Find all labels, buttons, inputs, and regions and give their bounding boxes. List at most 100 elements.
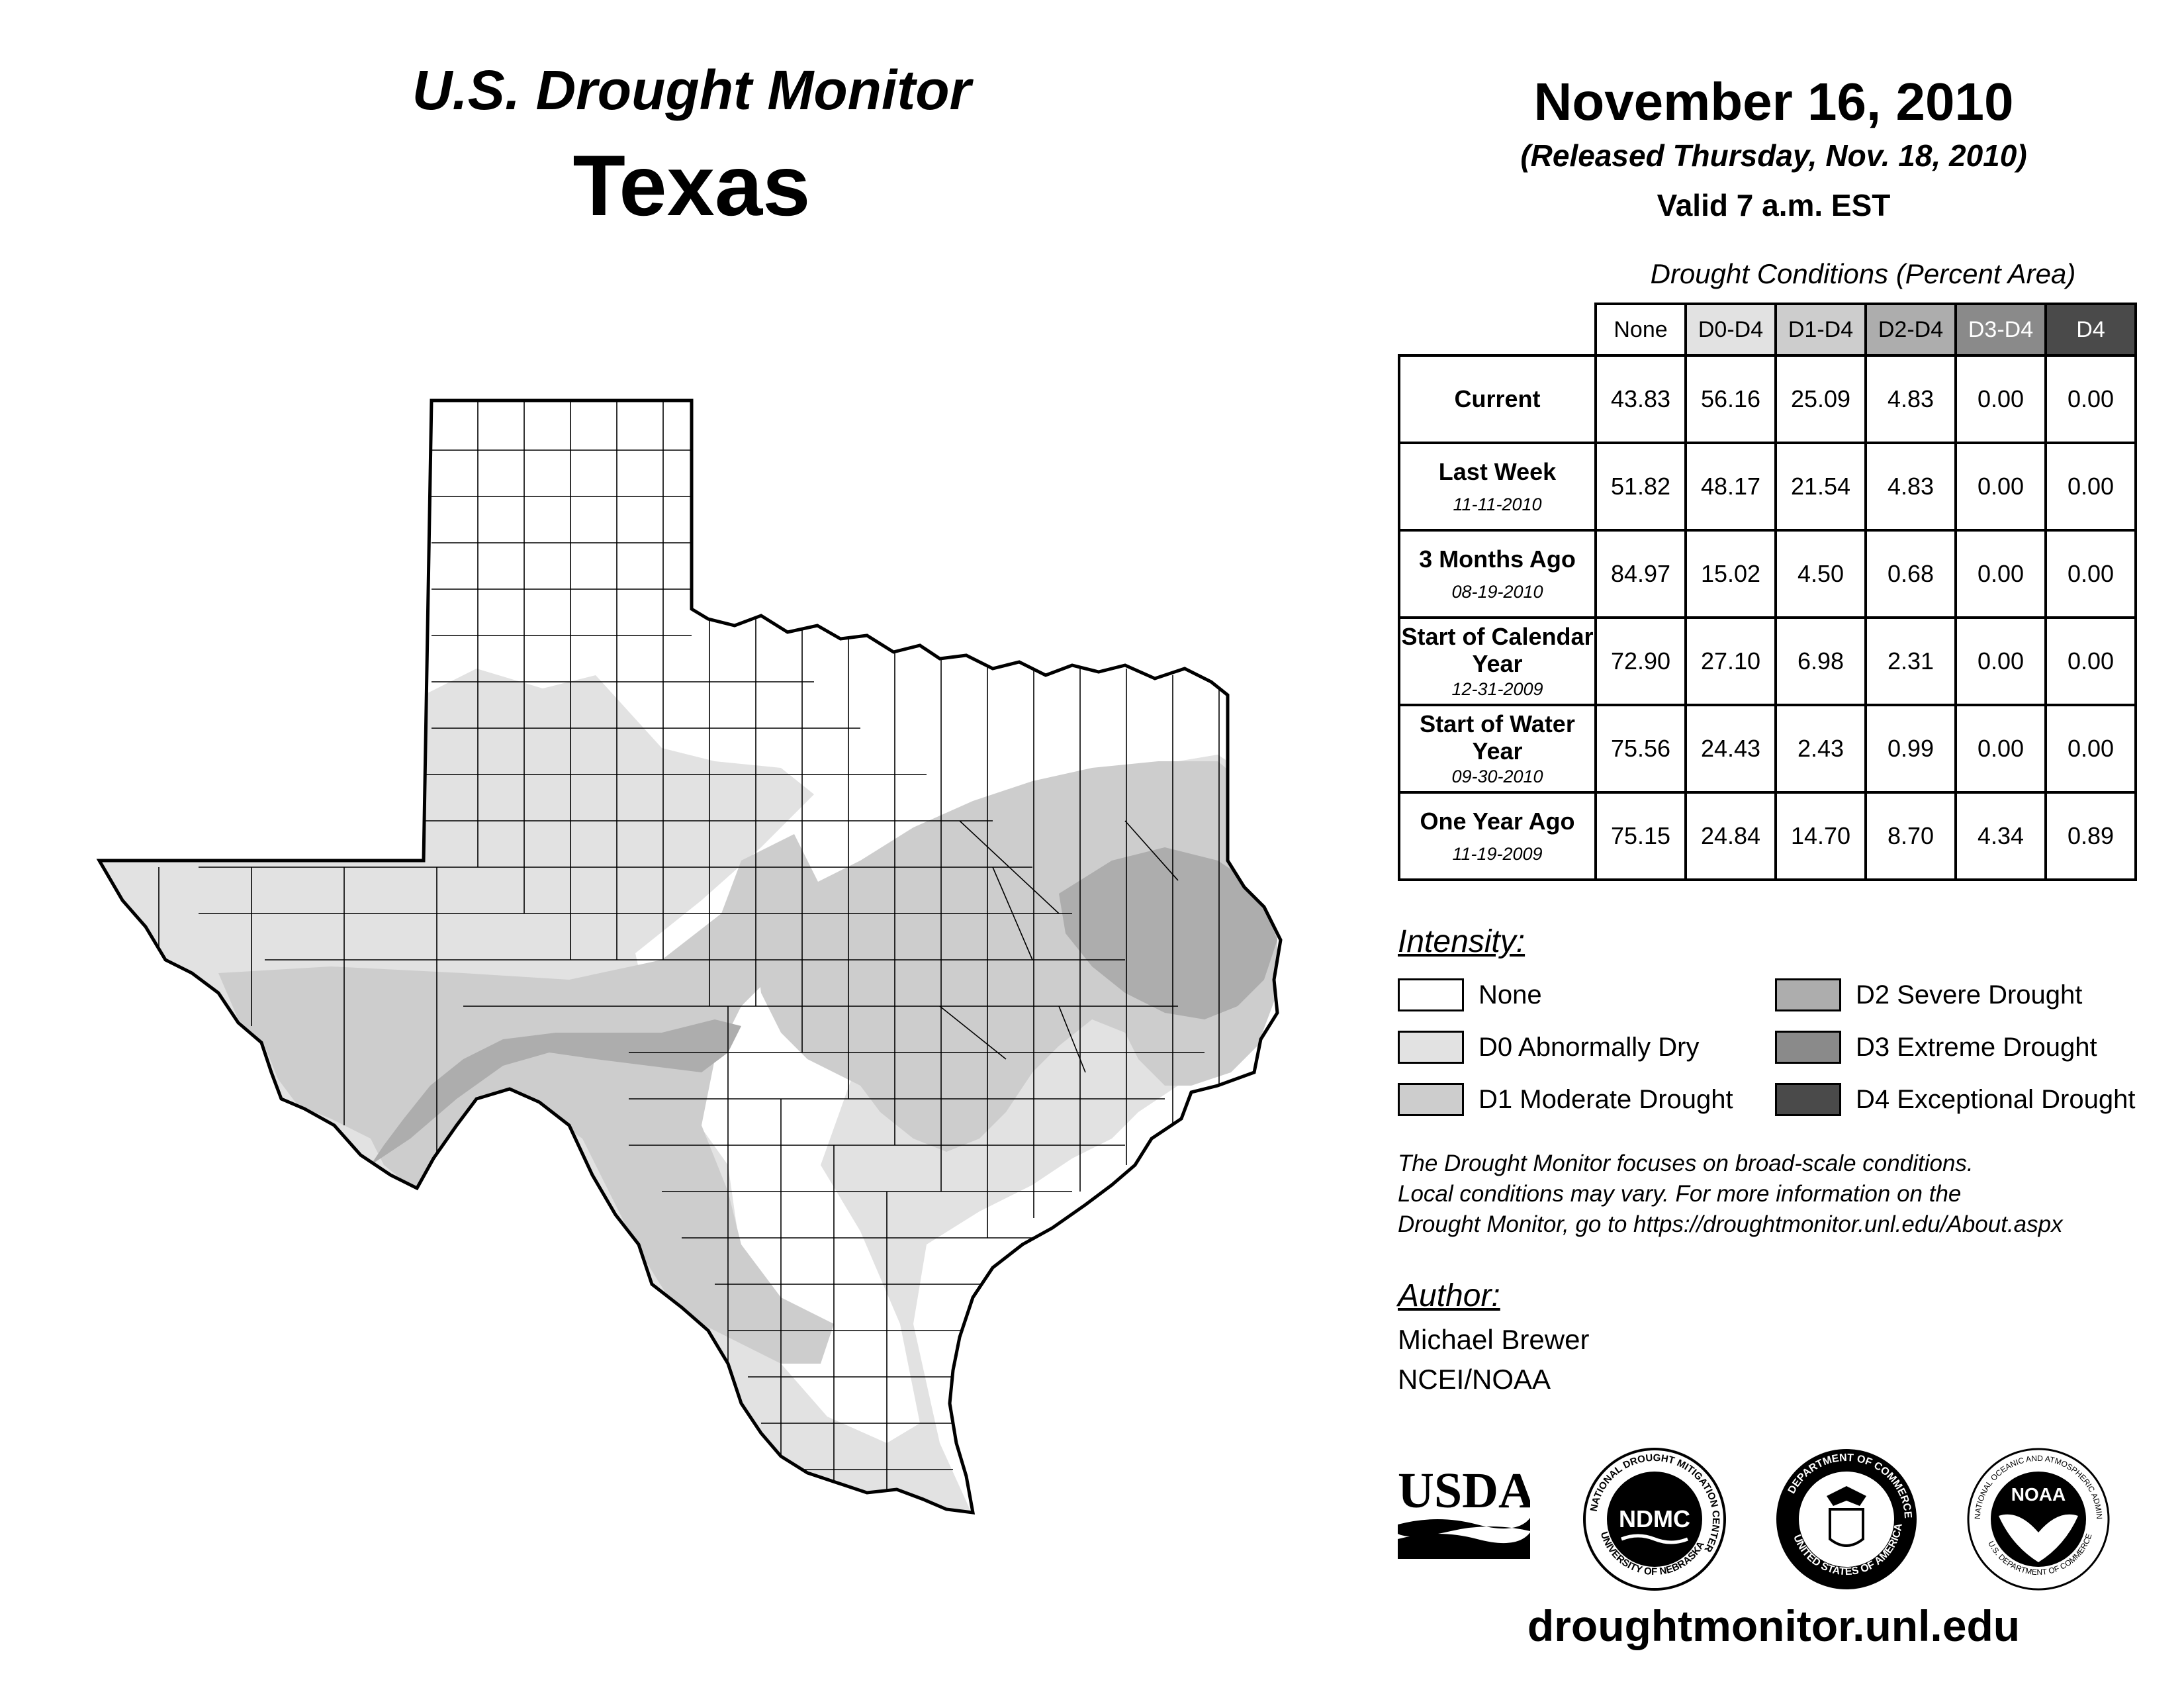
table-cell: 48.17 xyxy=(1684,442,1777,532)
county-grid xyxy=(158,400,1220,1489)
table-cell: 4.83 xyxy=(1864,354,1957,444)
table-cell: 0.68 xyxy=(1864,529,1957,619)
row-label-text: Start of Water Year xyxy=(1420,710,1575,765)
col-header: D3-D4 xyxy=(1954,303,2047,357)
table-cell: 27.10 xyxy=(1684,616,1777,706)
row-label-text: Start of Calendar Year xyxy=(1401,623,1594,678)
table-cell: 0.99 xyxy=(1864,704,1957,794)
row-label-text: Last Week xyxy=(1438,457,1557,485)
table-cell: 4.34 xyxy=(1954,791,2047,881)
table-cell: 24.84 xyxy=(1684,791,1777,881)
table-title: Drought Conditions (Percent Area) xyxy=(1650,258,2076,289)
legend-label: D2 Severe Drought xyxy=(1856,980,2083,1009)
commerce-inner-disc xyxy=(1799,1472,1894,1567)
row-label-text: One Year Ago xyxy=(1420,807,1575,835)
table-cell: 6.98 xyxy=(1774,616,1867,706)
table-cell: 4.83 xyxy=(1864,442,1957,532)
table-cell: 24.43 xyxy=(1684,704,1777,794)
table-cell: 8.70 xyxy=(1864,791,1957,881)
table-cell: 43.83 xyxy=(1594,354,1687,444)
row-date: 11-11-2010 xyxy=(1453,494,1542,515)
drought-conditions-table: None D0-D4 D1-D4 D2-D4 D3-D4 D4 Current … xyxy=(1398,303,2137,881)
table-cell: 21.54 xyxy=(1774,442,1867,532)
ndmc-logo-text: NDMC xyxy=(1619,1505,1690,1532)
table-cell: 25.09 xyxy=(1774,354,1867,444)
legend-swatch xyxy=(1398,1083,1464,1116)
row-label: Current xyxy=(1398,354,1597,444)
legend-item-d0: D0 Abnormally Dry xyxy=(1398,1031,1699,1064)
legend-swatch xyxy=(1775,1031,1841,1064)
table-row: One Year Ago 11-19-2009 75.15 24.84 14.70… xyxy=(1398,791,2137,881)
state-title: Texas xyxy=(572,137,811,234)
table-row: Last Week 11-11-2010 51.82 48.17 21.54 4.… xyxy=(1398,442,2137,532)
legend-swatch xyxy=(1775,978,1841,1011)
table-cell: 15.02 xyxy=(1684,529,1777,619)
legend-swatch xyxy=(1398,1031,1464,1064)
legend-label: D3 Extreme Drought xyxy=(1856,1032,2097,1062)
website-link[interactable]: droughtmonitor.unl.edu xyxy=(1527,1601,2021,1650)
usda-hills xyxy=(1398,1532,1530,1559)
legend-item-none: None xyxy=(1398,978,1542,1011)
usda-logo-text: USDA xyxy=(1398,1466,1530,1519)
texas-drought-map xyxy=(0,0,1324,1688)
author-name: Michael Brewer xyxy=(1398,1324,1590,1355)
table-cell: 51.82 xyxy=(1594,442,1687,532)
disclaimer: The Drought Monitor focuses on broad-sca… xyxy=(1398,1149,2184,1241)
intensity-title: Intensity: xyxy=(1398,924,1525,959)
row-label: Last Week 11-11-2010 xyxy=(1398,442,1597,532)
table-cell: 0.89 xyxy=(2044,791,2137,881)
table-cell: 2.31 xyxy=(1864,616,1957,706)
table-cell: 0.00 xyxy=(2044,529,2137,619)
row-label: One Year Ago 11-19-2009 xyxy=(1398,791,1597,881)
release-date: (Released Thursday, Nov. 18, 2010) xyxy=(1520,138,2027,173)
legend-label: D0 Abnormally Dry xyxy=(1479,1032,1700,1062)
table-cell: 0.00 xyxy=(1954,442,2047,532)
legend-item-d1: D1 Moderate Drought xyxy=(1398,1083,1733,1116)
legend-item-d3: D3 Extreme Drought xyxy=(1775,1031,2097,1064)
table-cell: 14.70 xyxy=(1774,791,1867,881)
eagle-icon xyxy=(1827,1486,1866,1506)
row-label: 3 Months Ago 08-19-2010 xyxy=(1398,529,1597,619)
row-date: 09-30-2010 xyxy=(1451,766,1543,786)
table-cell: 0.00 xyxy=(1954,704,2047,794)
disclaimer-line: Drought Monitor, go to https://droughtmo… xyxy=(1398,1211,2063,1238)
noaa-inner-disc xyxy=(1991,1472,2086,1567)
legend-swatch xyxy=(1398,978,1464,1011)
author-title: Author: xyxy=(1398,1278,1500,1313)
table-row: Start of Calendar Year 12-31-2009 72.90 2… xyxy=(1398,616,2137,706)
legend-item-d4: D4 Exceptional Drought xyxy=(1775,1083,2135,1116)
table-cell: 0.00 xyxy=(2044,354,2137,444)
table-row: Current 43.83 56.16 25.09 4.83 0.00 0.00 xyxy=(1398,354,2137,444)
row-label-text: 3 Months Ago xyxy=(1419,545,1576,573)
legend-label: None xyxy=(1479,980,1542,1009)
table-header-row: None D0-D4 D1-D4 D2-D4 D3-D4 D4 xyxy=(1399,303,2137,357)
table-corner xyxy=(1399,304,1596,357)
usda-logo: USDA xyxy=(1398,1466,1530,1559)
noaa-bird-icon xyxy=(1999,1514,2078,1562)
row-date: 08-19-2010 xyxy=(1451,582,1543,602)
table-row: Start of Water Year 09-30-2010 75.56 24.4… xyxy=(1398,704,2137,794)
table-row: 3 Months Ago 08-19-2010 84.97 15.02 4.50 … xyxy=(1398,529,2137,619)
table-cell: 72.90 xyxy=(1594,616,1687,706)
row-label-text: Current xyxy=(1454,385,1541,413)
commerce-seal: DEPARTMENT OF COMMERCE UNITED STATES OF … xyxy=(1776,1449,1917,1589)
table-cell: 0.00 xyxy=(1954,616,2047,706)
table-cell: 75.56 xyxy=(1594,704,1687,794)
table-cell: 2.43 xyxy=(1774,704,1867,794)
table-cell: 0.00 xyxy=(1954,529,2047,619)
disclaimer-line: Local conditions may vary. For more info… xyxy=(1398,1181,1962,1207)
d2-big-bend-region xyxy=(371,1019,741,1165)
noaa-logo: NATIONAL OCEANIC AND ATMOSPHERIC ADMINIS… xyxy=(1966,1446,2110,1591)
legend-swatch xyxy=(1775,1083,1841,1116)
legend-label: D1 Moderate Drought xyxy=(1479,1084,1733,1114)
col-header: D4 xyxy=(2044,303,2137,357)
row-label: Start of Water Year 09-30-2010 xyxy=(1398,704,1597,794)
ndmc-logo: NATIONAL DROUGHT MITIGATION CENTER UNIVE… xyxy=(1583,1448,1726,1591)
disclaimer-line: The Drought Monitor focuses on broad-sca… xyxy=(1398,1150,1974,1176)
table-cell: 0.00 xyxy=(1954,354,2047,444)
table-cell: 56.16 xyxy=(1684,354,1777,444)
col-header: D0-D4 xyxy=(1684,303,1777,357)
valid-time: Valid 7 a.m. EST xyxy=(1657,188,1891,222)
table-cell: 0.00 xyxy=(2044,442,2137,532)
col-header: None xyxy=(1594,303,1687,357)
